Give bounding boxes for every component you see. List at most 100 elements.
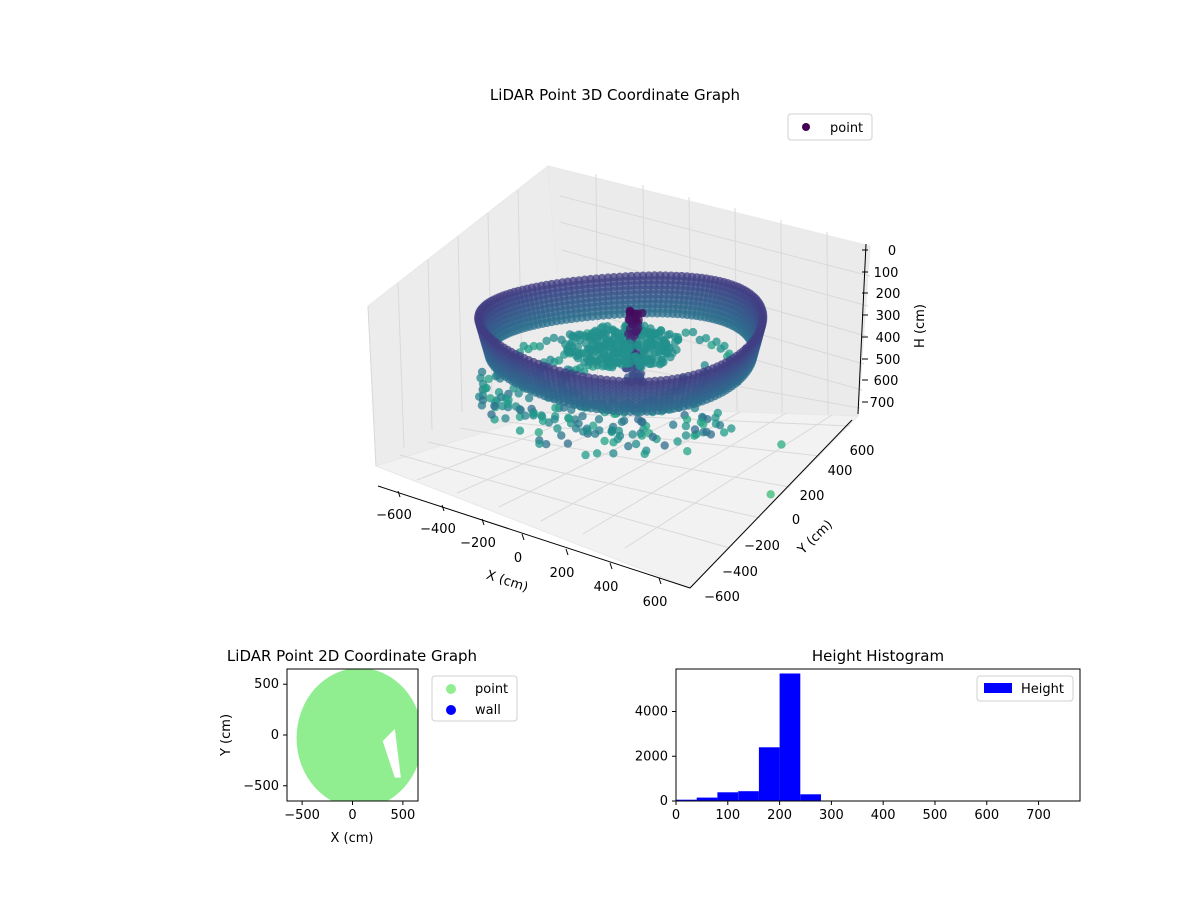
x-tick-label-histogram: 600 — [974, 808, 999, 823]
lidar-point-3d — [638, 377, 648, 386]
x-tick-label-3d: 0 — [514, 551, 522, 566]
x-tick-label-3d: 600 — [643, 595, 668, 610]
lidar-point-3d — [628, 430, 637, 439]
x-axis-3d — [377, 485, 691, 589]
lidar-point-3d — [551, 403, 560, 413]
lidar-point-3d — [699, 420, 708, 429]
lidar-point-3d — [701, 334, 711, 343]
lidar-point-3d — [631, 327, 640, 337]
z-tick-label-3d: 600 — [874, 374, 899, 389]
lidar-point-3d — [637, 431, 647, 440]
y-tick-label-3d: 600 — [850, 444, 875, 459]
lidar-point-3d — [538, 416, 548, 426]
lidar-point-3d — [666, 353, 675, 362]
lidar-point-3d — [480, 384, 490, 393]
grid-line-3d — [457, 235, 463, 413]
x-tick-label-2d: 500 — [390, 808, 415, 823]
x-tick-label-histogram: 100 — [715, 808, 740, 823]
x-tick-label-histogram: 200 — [767, 808, 792, 823]
x-tick-mark-3d — [397, 490, 401, 498]
grid-line-3d — [826, 231, 829, 416]
lidar-point-3d — [613, 434, 622, 444]
lidar-point-3d — [501, 414, 510, 423]
grid-line-3d — [397, 282, 405, 449]
legend-2d-point-marker — [446, 684, 456, 694]
chart-2d-title: LiDAR Point 2D Coordinate Graph — [227, 647, 477, 665]
z-tick-label-3d: 500 — [876, 353, 901, 368]
grid-line-3d — [624, 414, 833, 549]
y-tick-label-2d: 500 — [254, 677, 279, 692]
lidar-point-3d — [574, 419, 583, 428]
lidar-point-3d — [550, 415, 559, 424]
histogram-bar — [676, 799, 697, 801]
legend-3d: point — [787, 113, 873, 141]
lidar-point-3d — [719, 428, 729, 437]
plot-frame-histogram — [675, 668, 1081, 802]
z-axis-label-3d: H (cm) — [913, 304, 928, 348]
histogram: Height Histogram 0 100 200 300 400 500 600 7000… — [635, 647, 1081, 823]
x-tick-label-histogram: 500 — [923, 808, 948, 823]
lidar-point-3d — [519, 341, 528, 351]
x-tick-label-histogram: 400 — [871, 808, 896, 823]
lidar-point-3d — [600, 436, 609, 446]
histogram-bar — [758, 747, 780, 801]
lidar-point-3d — [640, 449, 649, 459]
lidar-point-3d — [681, 431, 691, 440]
lidar-point-3d — [604, 362, 613, 372]
lidar-point-3d — [617, 417, 627, 427]
legend-histogram-box — [976, 675, 1074, 702]
grid-line-3d — [399, 454, 731, 549]
lidar-point-3d — [644, 377, 654, 386]
ticks-histogram: 0 100 200 300 400 500 600 700 0 2000 4000 — [635, 705, 1051, 823]
z-tick-label-3d: 200 — [876, 287, 901, 302]
lidar-point-3d — [614, 426, 624, 436]
x-tick-label-2d: −500 — [284, 808, 320, 823]
lidar-point-3d — [688, 327, 698, 337]
y-tick-label-3d: −600 — [704, 590, 740, 605]
lidar-point-3d — [682, 415, 692, 424]
lidar-point-3d — [669, 420, 678, 429]
plot-area-2d — [296, 669, 418, 801]
legend-3d-box — [787, 113, 873, 141]
lidar-point-3d — [564, 413, 573, 422]
lidar-point-3d — [580, 358, 589, 367]
lidar-point-3d — [589, 421, 598, 430]
lidar-point-3d — [573, 354, 583, 363]
chart-2d: LiDAR Point 2D Coordinate Graph −500 0 500… — [219, 647, 518, 846]
lidar-point-3d — [690, 425, 700, 434]
y-axis-label-2d: Y (cm) — [219, 714, 234, 757]
lidar-point-3d — [629, 370, 639, 379]
lidar-point-3d — [681, 328, 690, 337]
chart-3d-title: LiDAR Point 3D Coordinate Graph — [490, 86, 740, 104]
lidar-point-3d — [702, 427, 711, 437]
lidar-point-3d — [563, 347, 572, 357]
ticks-2d: −500 0 500 500 0 −500 — [243, 677, 415, 823]
histogram-bar — [738, 791, 759, 801]
grid-line-3d — [780, 219, 783, 414]
lidar-point-3d — [484, 374, 493, 384]
histogram-bar — [800, 794, 821, 801]
lidar-point-3d — [609, 449, 618, 458]
point-cloud-2d — [296, 669, 418, 801]
lidar-point-3d — [648, 432, 658, 442]
grid-line-3d — [559, 195, 871, 277]
lidar-point-3d — [542, 440, 551, 449]
grid-line-3d — [367, 305, 377, 467]
x-axis-label-2d: X (cm) — [331, 831, 374, 846]
lidar-point-3d — [690, 431, 699, 440]
z-tick-label-3d: 0 — [888, 244, 896, 259]
x-tick-label-histogram: 700 — [1026, 808, 1051, 823]
lidar-point-3d — [542, 336, 551, 346]
legend-histogram: Height — [976, 675, 1074, 702]
lidar-point-3d — [529, 409, 538, 418]
y-tick-label-3d: 400 — [828, 464, 853, 479]
lidar-point-3d — [634, 415, 643, 424]
legend-2d-wall-marker — [446, 705, 456, 715]
y-tick-label-histogram: 4000 — [635, 705, 668, 720]
y-tick-label-2d: −500 — [243, 779, 279, 794]
lidar-point-3d — [549, 333, 559, 343]
x-tick-mark-3d — [609, 562, 613, 570]
lidar-point-3d — [727, 424, 736, 433]
x-tick-mark-3d — [521, 533, 525, 541]
lidar-point-3d — [626, 377, 636, 386]
